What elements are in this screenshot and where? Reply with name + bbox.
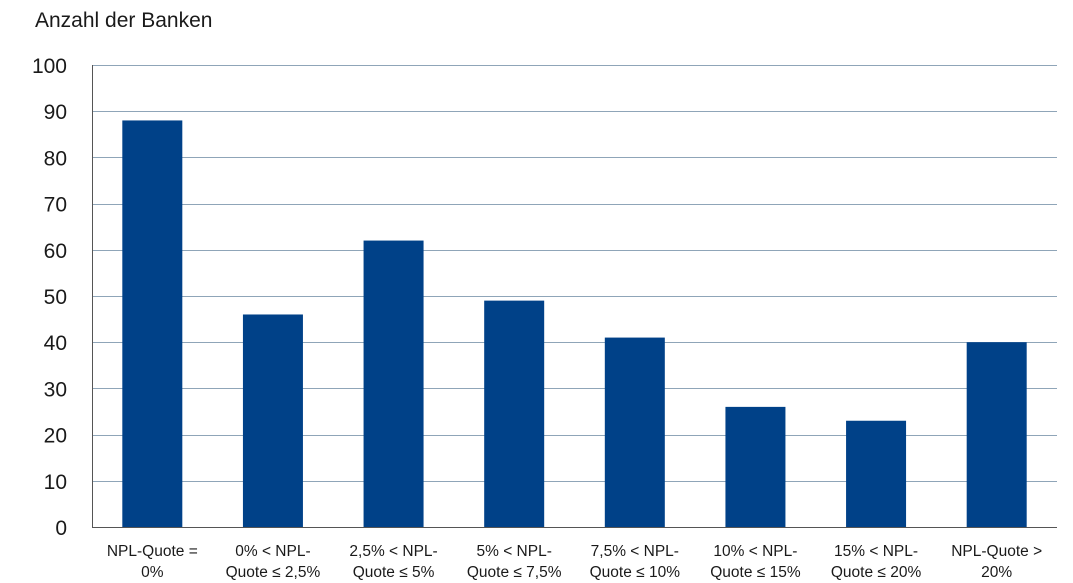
x-tick-label: 7,5% < NPL- Quote ≤ 10%: [590, 543, 681, 581]
y-tick-labels: 0 10 20 30 40 50 60 70 80 90 100: [32, 55, 67, 540]
bar: [604, 337, 665, 527]
y-tick-label: 100: [32, 55, 67, 78]
x-tick-labels: NPL-Quote = 0% 0% < NPL- Quote ≤ 2,5% 2,5% <…: [107, 543, 1042, 581]
bars: [122, 120, 1027, 527]
bar: [122, 120, 183, 527]
bar: [725, 406, 786, 527]
y-tick-label: 30: [44, 378, 67, 401]
bar: [966, 342, 1027, 527]
y-tick-label: 10: [44, 471, 67, 494]
x-tick-label: NPL-Quote = 0%: [107, 543, 198, 581]
x-tick-label-line: 5% < NPL-: [476, 543, 551, 560]
axes: [92, 65, 1057, 528]
x-tick-label-line: 20%: [981, 564, 1012, 581]
x-tick-label-line: 2,5% < NPL-: [349, 543, 437, 560]
bar: [484, 300, 545, 527]
x-tick-label-line: 15% < NPL-: [834, 543, 918, 560]
x-tick-label-line: 7,5% < NPL-: [591, 543, 679, 560]
x-tick-label-line: Quote ≤ 15%: [710, 564, 801, 581]
x-tick-label: 15% < NPL- Quote ≤ 20%: [831, 543, 922, 581]
x-tick-label: 2,5% < NPL- Quote ≤ 5%: [349, 543, 437, 581]
x-tick-label: 0% < NPL- Quote ≤ 2,5%: [226, 543, 321, 581]
x-tick-label: 10% < NPL- Quote ≤ 15%: [710, 543, 801, 581]
x-tick-label: NPL-Quote > 20%: [951, 543, 1042, 581]
x-tick-label-line: Quote ≤ 10%: [590, 564, 681, 581]
x-tick-label-line: Quote ≤ 5%: [353, 564, 435, 581]
gridlines: [92, 65, 1057, 482]
bar: [846, 420, 907, 527]
x-tick-label-line: 0%: [141, 564, 164, 581]
y-tick-label: 60: [44, 240, 67, 263]
y-tick-label: 50: [44, 286, 67, 309]
x-tick-label-line: NPL-Quote >: [951, 543, 1042, 560]
x-tick-label-line: 10% < NPL-: [713, 543, 797, 560]
y-tick-label: 80: [44, 147, 67, 170]
y-tick-label: 70: [44, 194, 67, 217]
bar: [363, 240, 424, 527]
y-tick-label: 40: [44, 332, 67, 355]
bar: [242, 314, 303, 527]
x-tick-label: 5% < NPL- Quote ≤ 7,5%: [467, 543, 562, 581]
y-tick-label: 0: [55, 517, 67, 540]
y-tick-label: 20: [44, 425, 67, 448]
x-tick-label-line: NPL-Quote =: [107, 543, 198, 560]
y-axis-label: Anzahl der Banken: [35, 9, 212, 32]
x-tick-label-line: Quote ≤ 7,5%: [467, 564, 562, 581]
x-tick-label-line: Quote ≤ 2,5%: [226, 564, 321, 581]
x-tick-label-line: Quote ≤ 20%: [831, 564, 922, 581]
x-tick-label-line: 0% < NPL-: [235, 543, 310, 560]
y-tick-label: 90: [44, 101, 67, 124]
